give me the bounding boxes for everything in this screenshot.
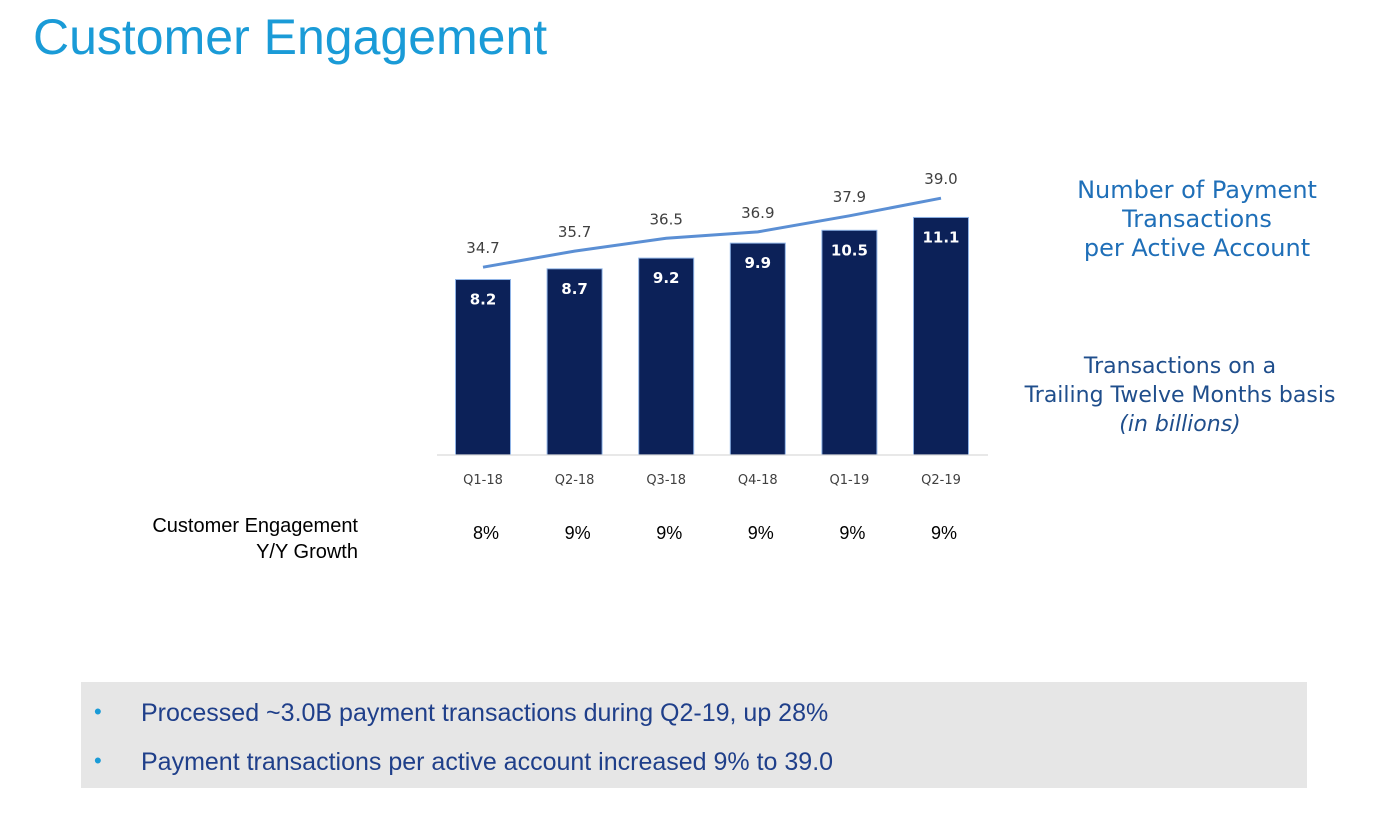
callout-text: Payment transactions per active account … xyxy=(141,748,834,776)
line-value-label: 36.5 xyxy=(649,210,682,228)
growth-value: 9% xyxy=(656,523,682,543)
growth-value: 9% xyxy=(748,523,774,543)
growth-values: 8% 9% 9% 9% 9% 9% xyxy=(473,523,957,543)
growth-value: 9% xyxy=(839,523,865,543)
bar-series xyxy=(455,216,969,456)
bar-legend-text-1: Transactions on a xyxy=(1083,354,1277,379)
bar-legend: Transactions on a Trailing Twelve Months… xyxy=(1002,352,1358,439)
callout-text: Processed ~3.0B payment transactions dur… xyxy=(141,699,829,727)
data-labels: 8.2 8.7 9.2 9.9 10.5 11.1 34.7 35.7 36.5 36.9 37.9… xyxy=(466,170,959,308)
bar-q4-18 xyxy=(729,242,786,456)
line-series xyxy=(482,196,942,269)
line-value-label: 35.7 xyxy=(558,223,591,241)
line-value-label: 39.0 xyxy=(924,170,957,188)
bar-q3-18 xyxy=(638,257,695,456)
bullet-icon: • xyxy=(94,699,102,724)
growth-row-label-2: Y/Y Growth xyxy=(256,541,358,563)
callout-box: • Processed ~3.0B payment transactions d… xyxy=(81,682,1307,788)
bar-value-label: 11.1 xyxy=(922,228,959,246)
bar-value-label: 8.2 xyxy=(470,291,497,309)
growth-row-label-1: Customer Engagement xyxy=(152,515,358,537)
line-legend: Number of Payment Transactions per Activ… xyxy=(1002,176,1392,263)
page-title: Customer Engagement xyxy=(33,9,548,65)
bar-q1-19 xyxy=(821,229,878,456)
bar-value-label: 8.7 xyxy=(561,280,588,298)
x-tick-labels: Q1-18 Q2-18 Q3-18 Q4-18 Q1-19 Q2-19 xyxy=(463,473,961,488)
bar-q1-18 xyxy=(455,279,511,456)
growth-value: 9% xyxy=(931,523,957,543)
bar-value-label: 9.2 xyxy=(653,269,680,287)
bar-q2-19 xyxy=(913,216,969,456)
x-tick-label: Q3-18 xyxy=(646,473,686,488)
x-tick-label: Q1-19 xyxy=(830,473,870,488)
growth-value: 9% xyxy=(565,523,591,543)
bar-legend-text-2: Trailing Twelve Months basis xyxy=(1024,383,1336,408)
growth-value: 8% xyxy=(473,523,499,543)
bullet-icon: • xyxy=(94,748,102,773)
line-value-label: 37.9 xyxy=(833,188,866,206)
bar-legend-text-3: (in billions) xyxy=(1119,412,1241,437)
x-tick-label: Q4-18 xyxy=(738,473,778,488)
line-legend-text-1: Number of Payment Transactions xyxy=(1077,176,1317,233)
x-tick-label: Q2-18 xyxy=(555,473,595,488)
bar-value-label: 10.5 xyxy=(831,241,868,259)
line-value-label: 36.9 xyxy=(741,204,774,222)
x-tick-label: Q2-19 xyxy=(921,473,961,488)
bar-q2-18 xyxy=(546,268,603,456)
x-tick-label: Q1-18 xyxy=(463,473,503,488)
bar-value-label: 9.9 xyxy=(745,254,772,272)
line-value-label: 34.7 xyxy=(466,239,499,257)
line-legend-text-2: per Active Account xyxy=(1083,234,1311,262)
growth-row-label: Customer Engagement Y/Y Growth xyxy=(100,513,358,565)
